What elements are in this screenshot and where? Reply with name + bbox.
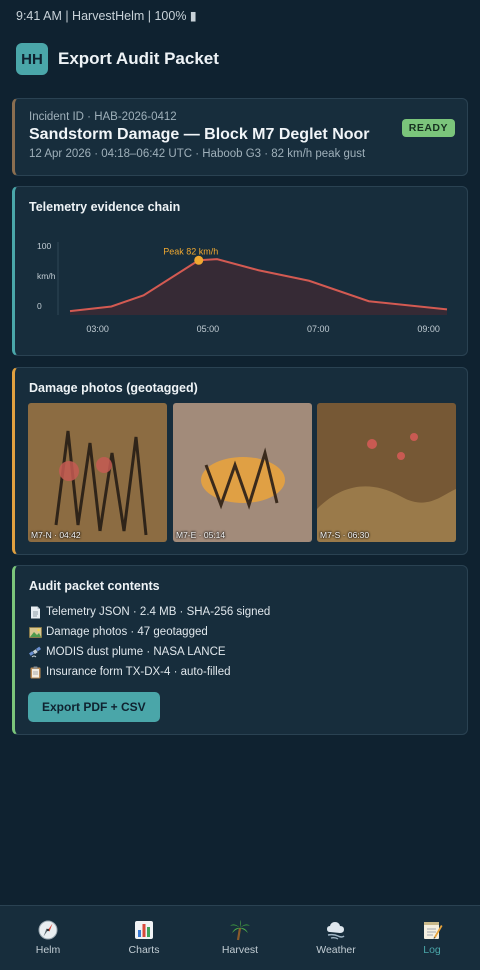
satellite-icon (29, 646, 42, 659)
photos-card: Damage photos (geotagged) M7-N · 04:42 M… (12, 367, 468, 555)
contents-card: Audit packet contents Telemetry JSON · 2… (12, 565, 468, 735)
photo-label: M7-E · 05:14 (176, 530, 226, 540)
palm-tree-icon (229, 919, 251, 941)
incident-id: Incident ID · HAB-2026-0412 (29, 111, 177, 123)
nav-label: Weather (316, 944, 356, 956)
list-item: Insurance form TX-DX-4 · auto-filled (29, 662, 453, 682)
photo-m7-e[interactable]: M7-E · 05:14 (173, 403, 312, 542)
x-tick-label: 05:00 (197, 324, 220, 334)
damaged-palms-photo (28, 403, 167, 542)
list-item-text: MODIS dust plume · NASA LANCE (46, 646, 226, 658)
peak-marker (194, 255, 204, 265)
list-item: Telemetry JSON · 2.4 MB · SHA-256 signed (29, 602, 453, 622)
nav-item-charts[interactable]: Charts (96, 906, 192, 970)
y-tick-label: 0 (37, 301, 42, 311)
incident-title: Sandstorm Damage — Block M7 Deglet Noor (29, 126, 370, 143)
x-tick-label: 07:00 (307, 324, 330, 334)
page-title: Export Audit Packet (58, 49, 219, 68)
compass-icon (37, 919, 59, 941)
clipboard-icon (29, 666, 42, 679)
app-header: HH Export Audit Packet (16, 43, 219, 75)
telemetry-chart: Peak 82 km/h 100 km/h 0 03:00 05:00 07:00 09:00 (37, 241, 448, 334)
list-item-text: Damage photos · 47 geotagged (46, 626, 208, 638)
photo-m7-s[interactable]: M7-S · 06:30 (317, 403, 456, 542)
peak-label: Peak 82 km/h (163, 246, 218, 256)
nav-label: Harvest (221, 944, 259, 956)
bottom-nav: Helm Charts Harvest Weather Log (0, 905, 480, 970)
contents-title: Audit packet contents (29, 579, 160, 593)
photo-m7-n[interactable]: M7-N · 04:42 (28, 403, 167, 542)
document-icon (29, 606, 42, 619)
list-item: Damage photos · 47 geotagged (29, 622, 453, 642)
x-tick-label: 03:00 (86, 324, 109, 334)
y-tick-label: km/h (37, 271, 56, 281)
nav-item-weather[interactable]: Weather (288, 906, 384, 970)
sand-drift-photo (317, 403, 456, 542)
telemetry-title: Telemetry evidence chain (29, 200, 181, 214)
y-tick-label: 100 (37, 241, 51, 251)
nav-item-log[interactable]: Log (384, 906, 480, 970)
nav-label: Charts (128, 944, 160, 956)
app-logo: HH (16, 43, 48, 75)
telemetry-card: Telemetry evidence chain Peak 82 km/h 100… (12, 186, 468, 356)
series-line (69, 258, 448, 313)
photos-title: Damage photos (geotagged) (29, 381, 198, 395)
list-item: MODIS dust plume · NASA LANCE (29, 642, 453, 662)
photo-label: M7-S · 06:30 (320, 530, 370, 540)
list-item-text: Insurance form TX-DX-4 · auto-filled (46, 666, 231, 678)
wind-icon (325, 919, 347, 941)
incident-card: Incident ID · HAB-2026-0412 Sandstorm Da… (12, 98, 468, 176)
nav-label: Log (423, 944, 441, 956)
dust-mound-photo (173, 403, 312, 542)
status-bar: 9:41 AM | HarvestHelm | 100% ▮ (16, 9, 197, 23)
status-badge: READY (401, 119, 455, 137)
nav-label: Helm (35, 944, 61, 956)
notepad-icon (421, 919, 443, 941)
export-button[interactable]: Export PDF + CSV (28, 692, 160, 722)
nav-item-harvest[interactable]: Harvest (192, 906, 288, 970)
area-fill (70, 259, 447, 315)
bar-chart-icon (133, 919, 155, 941)
nav-item-helm[interactable]: Helm (0, 906, 96, 970)
contents-list: Telemetry JSON · 2.4 MB · SHA-256 signed… (29, 602, 453, 682)
x-tick-label: 09:00 (417, 324, 440, 334)
image-icon (29, 626, 42, 639)
incident-meta: 12 Apr 2026 · 04:18–06:42 UTC · Haboob G… (29, 148, 366, 160)
photo-label: M7-N · 04:42 (31, 530, 81, 540)
list-item-text: Telemetry JSON · 2.4 MB · SHA-256 signed (46, 606, 271, 618)
